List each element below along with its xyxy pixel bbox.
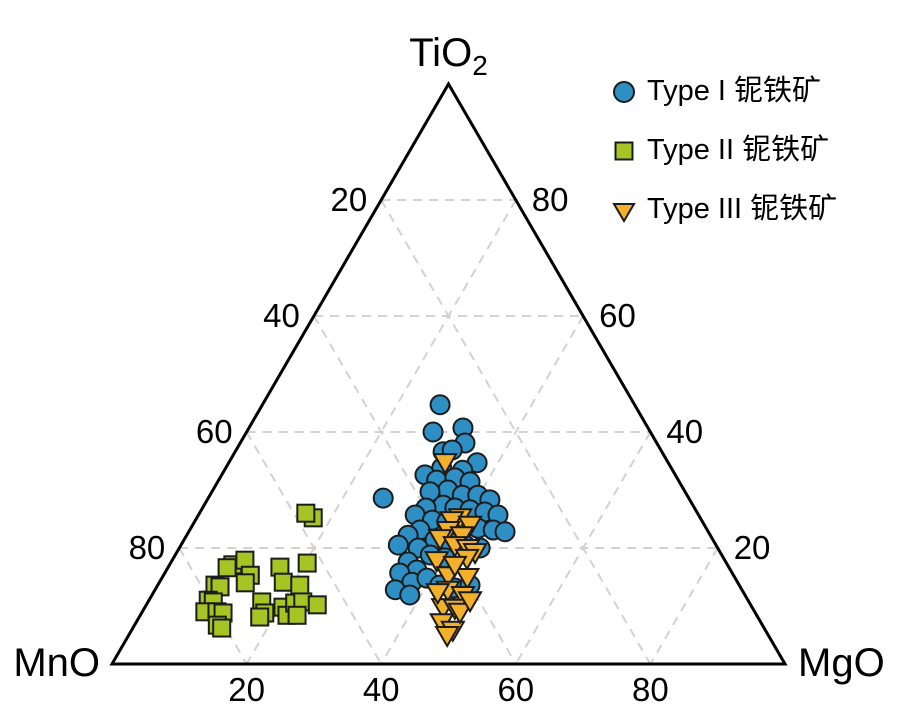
- data-point-triangle: [447, 602, 473, 625]
- legend-item-type3: Type III 铌铁矿: [610, 180, 837, 239]
- data-point-circle: [494, 521, 516, 543]
- grid-line-mno: [245, 431, 383, 665]
- data-point-circle: [422, 421, 444, 443]
- series-1: [372, 394, 516, 606]
- type3-triangle-down-icon: [612, 202, 636, 223]
- data-point-square: [297, 553, 317, 573]
- data-point-square: [235, 573, 255, 593]
- legend-item-type1: Type I 铌铁矿: [610, 62, 837, 121]
- tick-label-bottom: 60: [497, 671, 534, 708]
- series-2: [195, 503, 327, 638]
- tick-label-left: 80: [129, 529, 166, 566]
- data-point-triangle: [423, 551, 450, 574]
- data-point-square: [250, 607, 270, 627]
- grid-line-mno: [313, 315, 517, 665]
- tick-label-right: 40: [666, 413, 703, 450]
- tick-label-right: 80: [532, 181, 569, 218]
- data-point-square: [212, 618, 232, 638]
- type1-circle-icon: [613, 80, 635, 103]
- data-point-square: [307, 595, 327, 615]
- grid-line-mgo: [380, 315, 584, 665]
- vertex-label-top: TiO2: [409, 31, 488, 81]
- tick-label-left: 60: [196, 413, 233, 450]
- data-point-square: [290, 575, 310, 595]
- type2-square-icon: [614, 141, 634, 160]
- triangle-outline: [109, 81, 788, 666]
- data-point-triangle: [432, 453, 458, 476]
- tick-label-bottom: 40: [363, 671, 400, 708]
- tick-label-bottom: 80: [632, 671, 669, 708]
- grid-line-mgo: [649, 547, 719, 665]
- data-point-square: [217, 558, 237, 578]
- data-point-triangle: [424, 583, 451, 606]
- data-point-circle: [399, 584, 421, 606]
- vertex-label-right: MgO: [798, 641, 885, 685]
- tick-label-left: 20: [330, 181, 367, 218]
- legend: Type I 铌铁矿 Type II 铌铁矿 Type III 铌铁矿: [610, 62, 837, 239]
- data-point-triangle: [442, 555, 468, 578]
- vertex-label-left: MnO: [13, 641, 100, 685]
- data-point-square: [273, 572, 293, 592]
- tick-label-left: 40: [263, 297, 300, 334]
- legend-label-type1: Type I 铌铁矿: [647, 75, 822, 107]
- data-point-triangle: [454, 568, 481, 590]
- legend-label-type3: Type III 铌铁矿: [647, 193, 838, 225]
- tick-label-bottom: 20: [228, 671, 265, 708]
- data-point-circle: [372, 487, 394, 509]
- grid-line-mgo: [514, 431, 652, 665]
- data-point-circle: [429, 394, 451, 416]
- tick-label-right: 20: [734, 529, 771, 566]
- legend-label-type2: Type II 铌铁矿: [647, 134, 830, 166]
- data-point-square: [287, 605, 307, 625]
- legend-item-type2: Type II 铌铁矿: [610, 121, 837, 180]
- series-3: [423, 453, 488, 648]
- data-point-circle: [387, 534, 409, 556]
- data-point-triangle: [434, 626, 460, 648]
- data-point-square: [296, 503, 316, 523]
- data-point-triangle: [457, 591, 483, 614]
- tick-label-right: 60: [599, 297, 636, 334]
